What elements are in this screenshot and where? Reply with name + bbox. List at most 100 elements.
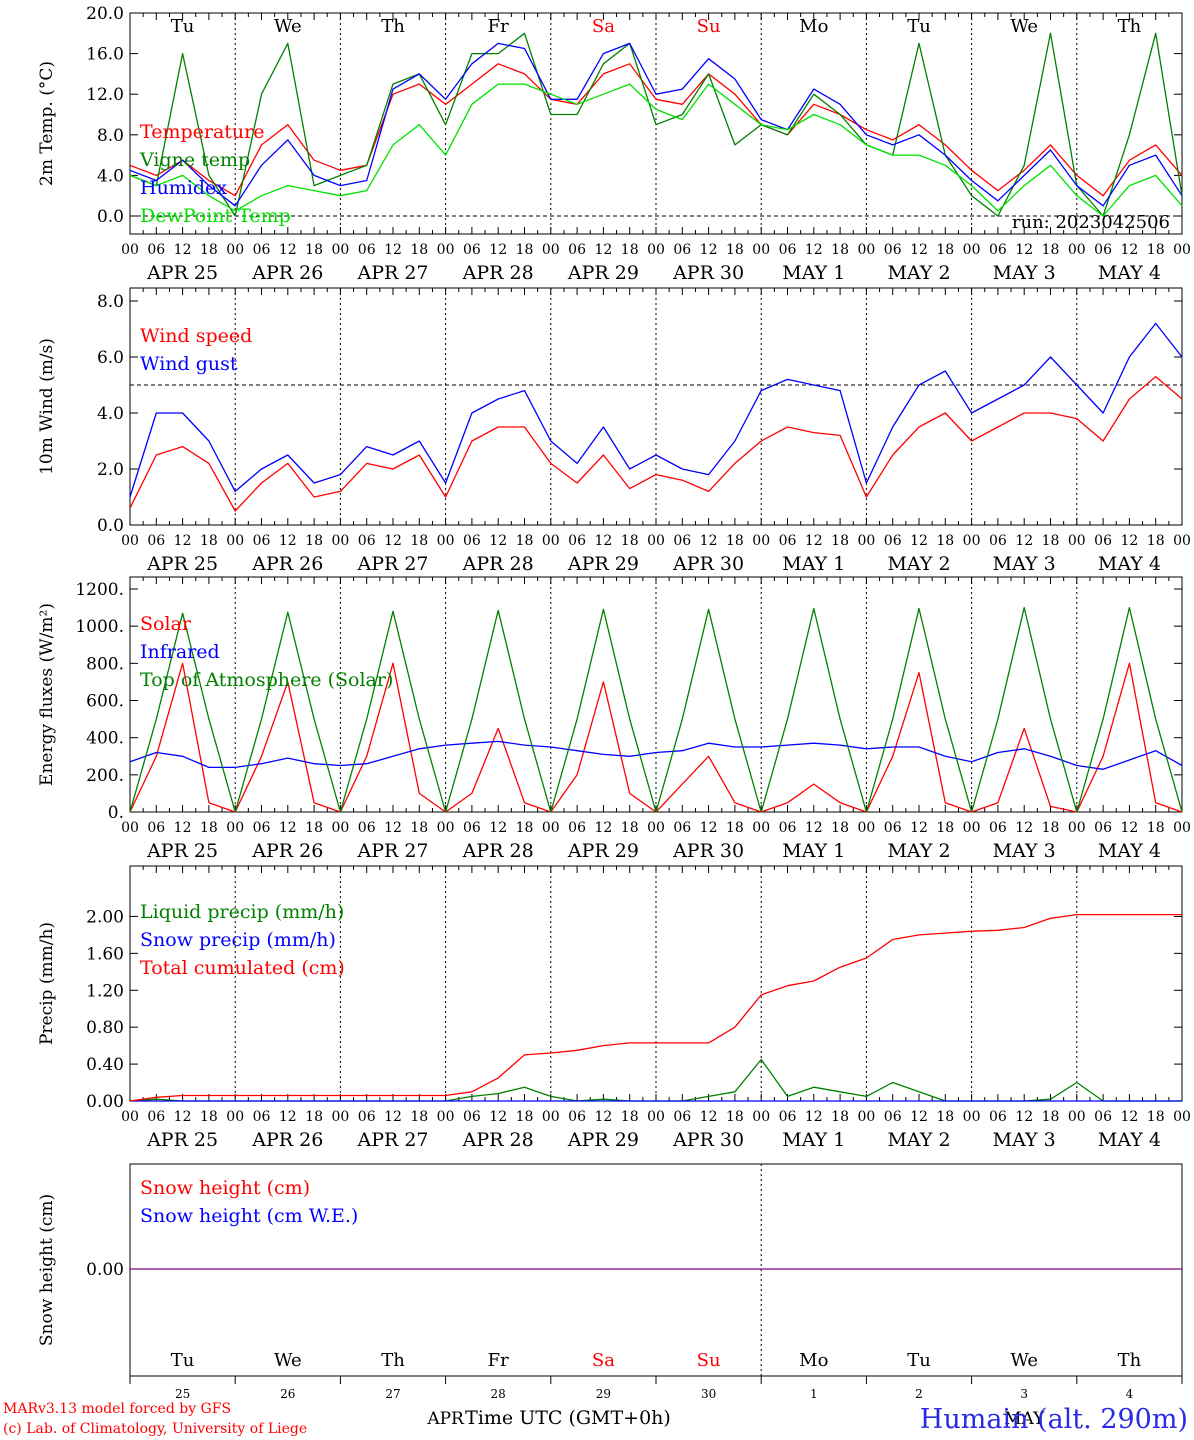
hour-label: 00	[1068, 242, 1086, 258]
hour-label: 12	[1120, 533, 1138, 549]
date-label: MAY 1	[782, 553, 845, 575]
hour-label: 12	[1120, 1109, 1138, 1125]
date-label: APR 27	[356, 840, 428, 862]
date-label: MAY 4	[1098, 1129, 1161, 1151]
hour-label: 00	[331, 242, 349, 258]
legend-entry: Wind speed	[140, 325, 252, 347]
hour-label: 00	[226, 820, 244, 836]
date-label: APR 26	[251, 1129, 323, 1151]
date-label: APR 26	[251, 262, 323, 284]
hour-label: 00	[647, 820, 665, 836]
legend-entry: Snow height (cm)	[140, 1177, 310, 1199]
hour-label: 18	[200, 1109, 218, 1125]
hour-label: 12	[174, 820, 192, 836]
date-label: MAY 3	[993, 262, 1056, 284]
hour-label: 06	[1094, 1109, 1112, 1125]
hour-label: 06	[147, 242, 165, 258]
hour-label: 00	[226, 1109, 244, 1125]
hour-label: 00	[226, 533, 244, 549]
series-infrared	[129, 740, 1183, 770]
hour-label: 06	[884, 242, 902, 258]
date-label: MAY 2	[887, 1129, 950, 1151]
hour-label: 18	[305, 242, 323, 258]
hour-label: 12	[594, 1109, 612, 1125]
hour-label: 00	[542, 820, 560, 836]
hour-label: 18	[1042, 820, 1060, 836]
hour-label: 06	[358, 533, 376, 549]
hour-label: 12	[489, 820, 507, 836]
hour-label: 12	[384, 1109, 402, 1125]
weekday-top: Su	[697, 16, 721, 37]
hour-label: 12	[910, 242, 928, 258]
day-number: 25	[175, 1387, 190, 1401]
hour-label: 12	[805, 533, 823, 549]
weekday-top: Tu	[907, 16, 931, 37]
day-number: 29	[596, 1387, 611, 1401]
series-dewpoint-temp	[129, 83, 1183, 217]
date-label: APR 29	[567, 262, 639, 284]
hour-label: 12	[1015, 1109, 1033, 1125]
hour-label: 06	[358, 820, 376, 836]
legend-entry: Liquid precip (mm/h)	[140, 901, 344, 923]
hour-label: 00	[542, 1109, 560, 1125]
y-tick-label: 200.	[86, 766, 124, 786]
hour-label: 06	[358, 242, 376, 258]
weekday-bottom: Th	[1118, 1350, 1142, 1371]
lab-credit: (c) Lab. of Climatology, University of L…	[3, 1421, 307, 1437]
hour-label: 12	[384, 820, 402, 836]
date-label: APR 27	[356, 262, 428, 284]
y-axis-label: Snow height (cm)	[37, 1194, 57, 1346]
y-tick-label: 0.0	[97, 207, 124, 227]
weekday-top: Th	[1118, 16, 1142, 37]
hour-label: 12	[279, 820, 297, 836]
hour-label: 00	[437, 820, 455, 836]
day-number: 1	[810, 1387, 818, 1401]
hour-label: 06	[463, 1109, 481, 1125]
y-axis-label: 2m Temp. (°C)	[37, 61, 57, 186]
hour-label: 18	[410, 820, 428, 836]
weekday-top: We	[274, 16, 302, 37]
y-tick-label: 600.	[86, 692, 124, 712]
date-label: MAY 3	[993, 840, 1056, 862]
hour-label: 00	[963, 1109, 981, 1125]
hour-label: 06	[568, 820, 586, 836]
y-tick-label: 0.40	[86, 1055, 124, 1075]
legend-entry: DewPoint Temp	[140, 205, 291, 227]
hour-label: 06	[253, 533, 271, 549]
hour-label: 12	[805, 820, 823, 836]
hour-label: 06	[463, 533, 481, 549]
hour-label: 12	[1015, 533, 1033, 549]
hour-label: 12	[279, 242, 297, 258]
day-number: 2	[915, 1387, 923, 1401]
date-label: MAY 2	[887, 262, 950, 284]
hour-label: 18	[410, 242, 428, 258]
hour-label: 00	[857, 533, 875, 549]
weekday-top: Th	[381, 16, 405, 37]
hour-label: 06	[1094, 820, 1112, 836]
weekday-bottom: Tu	[907, 1350, 931, 1371]
series-wind-gust	[129, 322, 1183, 498]
date-label: APR 28	[462, 262, 534, 284]
hour-label: 18	[1147, 242, 1165, 258]
date-label: APR 28	[462, 840, 534, 862]
hour-label: 12	[174, 242, 192, 258]
hour-label: 06	[463, 820, 481, 836]
hour-label: 18	[936, 533, 954, 549]
hour-label: 18	[936, 242, 954, 258]
hour-label: 12	[594, 533, 612, 549]
hour-label: 12	[700, 1109, 718, 1125]
hour-label: 00	[963, 242, 981, 258]
date-label: APR 30	[672, 840, 744, 862]
y-tick-label: 0.00	[86, 1260, 124, 1280]
y-tick-label: 20.0	[86, 4, 124, 24]
day-number: 4	[1126, 1387, 1134, 1401]
series-vigne-temp	[129, 32, 1183, 217]
hour-label: 00	[1068, 820, 1086, 836]
hour-label: 18	[726, 1109, 744, 1125]
hour-label: 00	[226, 242, 244, 258]
weekday-bottom: Su	[697, 1350, 721, 1371]
legend-entry: Wind gust	[140, 353, 238, 375]
hour-label: 12	[384, 242, 402, 258]
hour-label: 18	[1147, 820, 1165, 836]
hour-label: 12	[910, 533, 928, 549]
